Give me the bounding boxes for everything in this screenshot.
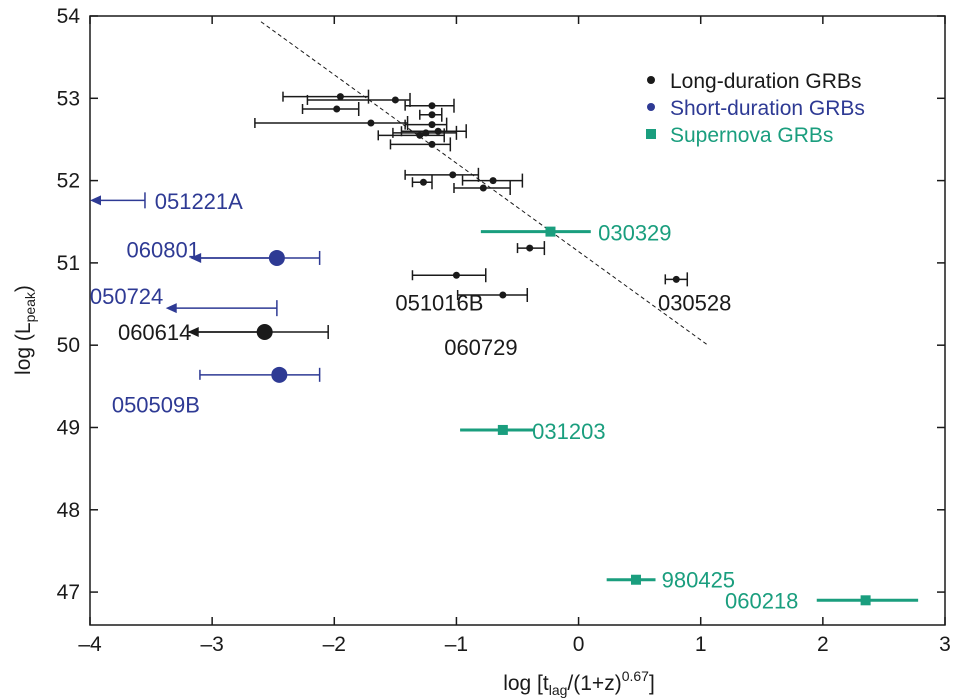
x-tick-label: –4 (78, 633, 102, 656)
data-point (428, 111, 436, 119)
y-axis-title: log (Lpeak) (12, 285, 38, 375)
legend-marker (647, 103, 655, 111)
point-label: 060614 (118, 320, 191, 345)
fit-line-layer (260, 21, 708, 345)
point-label: 060218 (725, 588, 798, 613)
data-point (428, 102, 436, 110)
data-point (419, 178, 427, 186)
point-label: 051221A (155, 189, 243, 214)
upper-limit-arrow (165, 303, 177, 314)
y-tick-label: 53 (57, 87, 80, 110)
x-tick-label: 1 (695, 633, 707, 656)
data-point (268, 249, 285, 266)
x-tick-label: –2 (323, 633, 346, 656)
legend-label: Long-duration GRBs (670, 70, 861, 93)
data-point-square (497, 424, 508, 435)
data-point (479, 184, 487, 192)
upper-limit-arrow (187, 327, 199, 338)
data-point-square (630, 574, 641, 585)
data-point (434, 127, 442, 135)
y-tick-label: 50 (57, 334, 80, 357)
data-point-square (860, 595, 871, 606)
point-label: 060729 (444, 335, 517, 360)
y-tick-label: 51 (57, 252, 80, 275)
data-point (336, 93, 344, 101)
data-point (333, 105, 341, 113)
data-point (367, 119, 375, 127)
x-tick-label: 3 (939, 633, 951, 656)
point-label: 030528 (658, 290, 731, 315)
legend-marker-square (646, 129, 656, 139)
point-label: 030329 (598, 220, 671, 245)
y-tick-label: 54 (57, 5, 81, 28)
upper-limit-arrow (90, 195, 101, 206)
data-point (449, 171, 457, 179)
y-tick-label: 48 (57, 499, 80, 522)
plot-frame (89, 15, 946, 626)
y-tick-label: 47 (57, 581, 80, 604)
x-tick-label: 2 (817, 633, 829, 656)
x-tick-label: 0 (573, 633, 585, 656)
fit-line (260, 21, 708, 345)
data-point (256, 324, 273, 341)
point-label: 051016B (395, 290, 483, 315)
point-label: 050509B (112, 392, 200, 417)
point-label: 050724 (90, 284, 163, 309)
legend-label: Short-duration GRBs (670, 97, 865, 120)
legend: Long-duration GRBs Short-duration GRBs Sup… (646, 70, 865, 147)
point-label: 980425 (662, 568, 735, 593)
x-axis-title: log [tlag/(1+z)0.67] (503, 668, 655, 698)
legend-marker (647, 76, 655, 84)
data-point (428, 140, 436, 148)
data-point (416, 131, 424, 139)
legend-label: Supernova GRBs (670, 124, 833, 147)
annotation-layer: 051221A 060801 050724 060614 050509B 030329 05… (90, 189, 799, 613)
data-point (489, 177, 497, 185)
data-point (391, 96, 399, 104)
data-point (672, 275, 680, 283)
y-tick-label: 49 (57, 416, 80, 439)
point-label: 031203 (532, 419, 605, 444)
x-tick-label: –3 (200, 633, 223, 656)
data-point (452, 271, 460, 279)
point-label: 060801 (127, 238, 200, 263)
data-point (428, 121, 436, 129)
y-tick-label: 52 (57, 170, 80, 193)
axes-layer: –4 –3 –2 –1 0 1 2 3 47 48 49 50 51 52 53 54 (57, 5, 951, 656)
x-tick-label: –1 (445, 633, 468, 656)
upper-limit-arrow (190, 252, 202, 263)
data-point (271, 366, 288, 383)
data-point (526, 244, 534, 252)
data-layer (90, 89, 919, 606)
data-point (499, 291, 507, 299)
data-point-square (545, 226, 556, 237)
